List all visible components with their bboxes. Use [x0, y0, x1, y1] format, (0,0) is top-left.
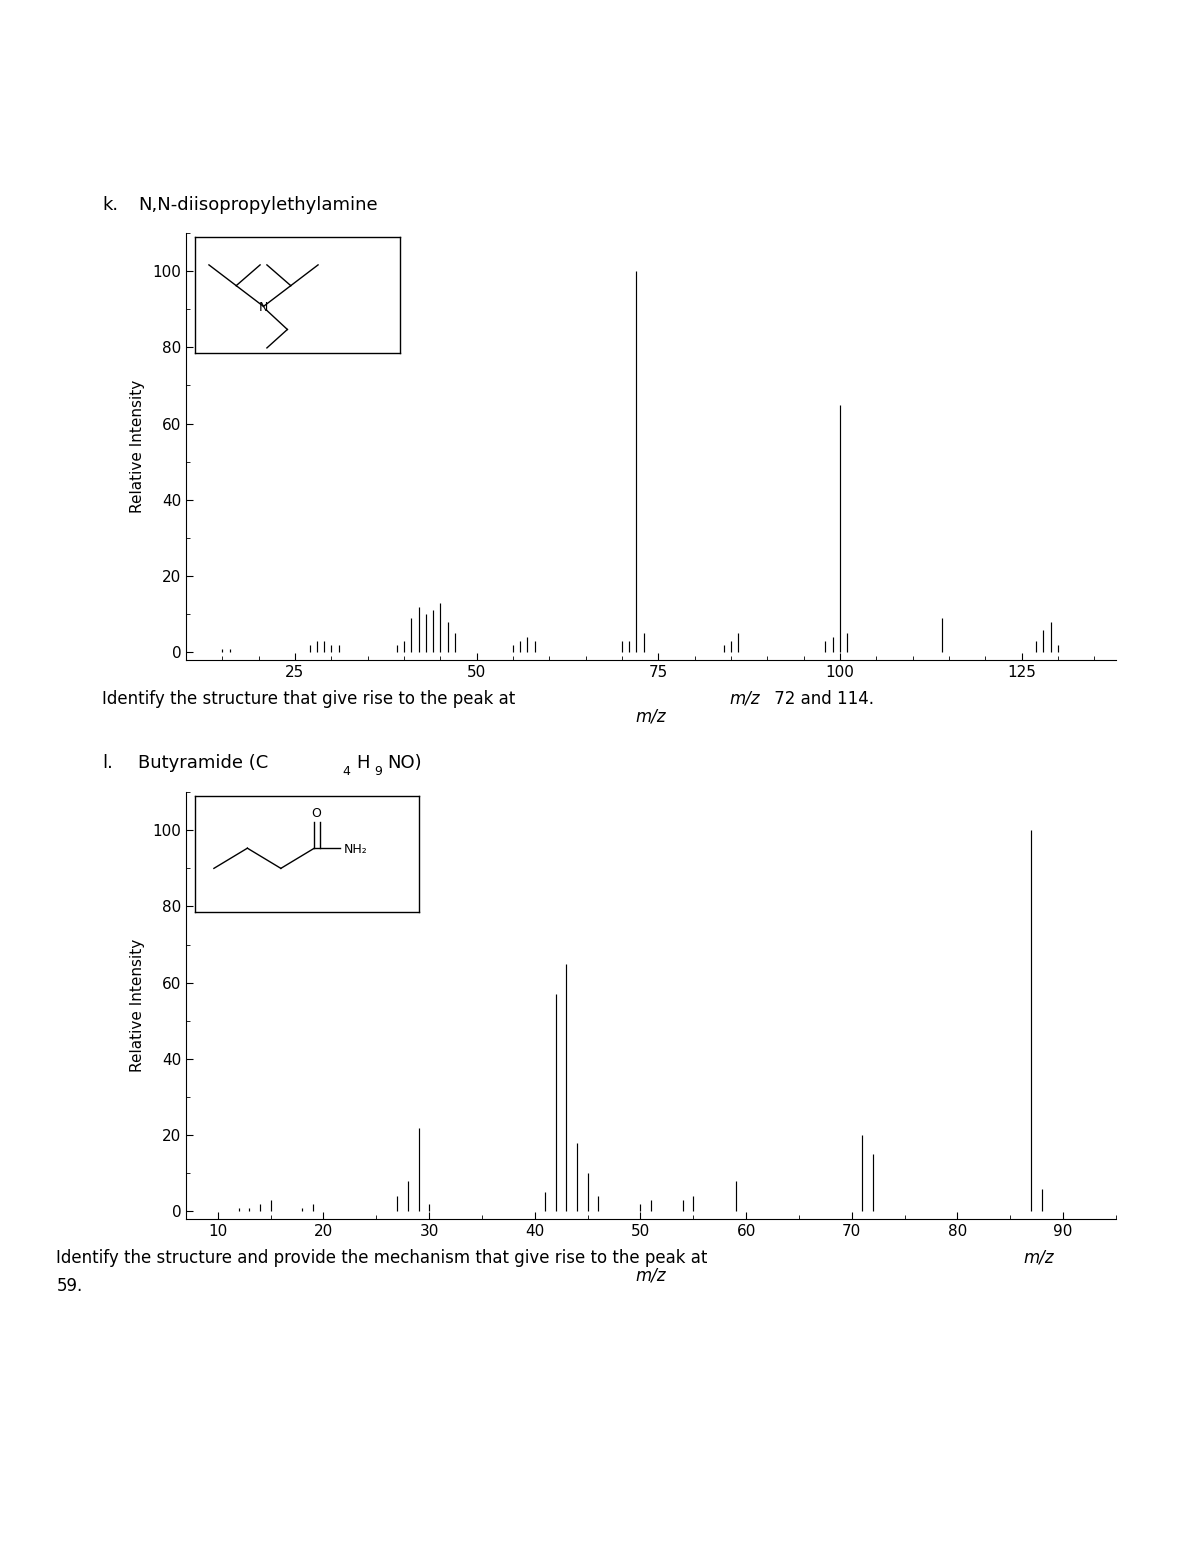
Text: m/z: m/z: [1024, 1249, 1055, 1267]
Text: 72 and 114.: 72 and 114.: [769, 690, 874, 708]
Text: N,N-diisopropylethylamine: N,N-diisopropylethylamine: [138, 196, 378, 214]
Text: Identify the structure that give rise to the peak at: Identify the structure that give rise to…: [102, 690, 521, 708]
Y-axis label: Relative Intensity: Relative Intensity: [131, 940, 145, 1072]
Text: NO): NO): [388, 753, 422, 772]
Text: k.: k.: [102, 196, 118, 214]
Text: l.: l.: [102, 753, 113, 772]
Text: m/z: m/z: [636, 1266, 666, 1284]
Text: m/z: m/z: [730, 690, 761, 708]
Text: 59.: 59.: [56, 1277, 83, 1295]
Y-axis label: Relative Intensity: Relative Intensity: [131, 380, 145, 512]
Text: m/z: m/z: [636, 707, 666, 725]
Text: Butyramide (C: Butyramide (C: [138, 753, 269, 772]
Text: Identify the structure and provide the mechanism that give rise to the peak at: Identify the structure and provide the m…: [56, 1249, 713, 1267]
Text: 9: 9: [374, 766, 383, 778]
Text: 4: 4: [342, 766, 350, 778]
Text: H: H: [356, 753, 370, 772]
